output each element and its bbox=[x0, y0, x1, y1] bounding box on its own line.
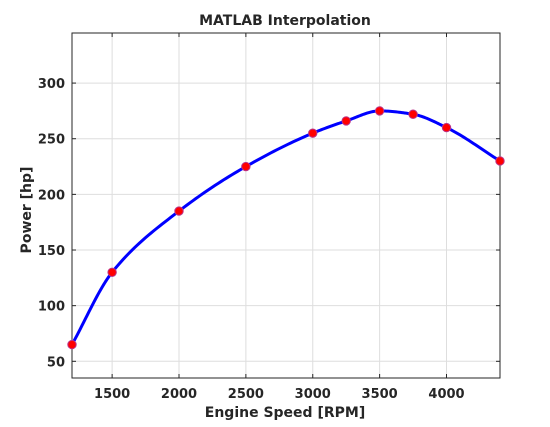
data-point bbox=[308, 128, 318, 138]
data-point bbox=[341, 116, 351, 126]
ticks bbox=[72, 33, 500, 378]
y-tick-label: 100 bbox=[38, 300, 65, 315]
tick-labels: 1500 2000 2500 3000 3500 4000 50 100 150 200 250 30… bbox=[38, 77, 465, 402]
plot-area bbox=[71, 32, 501, 379]
data-markers bbox=[67, 106, 505, 350]
grid bbox=[72, 33, 500, 378]
chart-title: MATLAB Interpolation bbox=[199, 13, 371, 29]
data-point bbox=[67, 339, 77, 350]
y-tick-label: 300 bbox=[38, 77, 65, 92]
y-axis-label: Power [hp] bbox=[19, 167, 35, 254]
y-tick-label: 200 bbox=[38, 188, 65, 203]
data-point bbox=[374, 106, 385, 116]
y-tick-label: 50 bbox=[47, 355, 65, 370]
data-point bbox=[441, 122, 452, 133]
y-tick-label: 250 bbox=[38, 133, 65, 148]
x-tick-label: 3000 bbox=[295, 387, 331, 402]
data-point bbox=[174, 206, 184, 216]
interpolated-curve bbox=[70, 109, 502, 347]
x-tick-label: 4000 bbox=[428, 387, 464, 402]
data-point bbox=[495, 156, 505, 166]
data-point bbox=[241, 161, 251, 172]
data-point bbox=[408, 109, 418, 119]
x-tick-label: 1500 bbox=[94, 387, 130, 402]
x-tick-label: 2000 bbox=[161, 387, 197, 402]
data-point bbox=[107, 267, 117, 277]
x-tick-label: 2500 bbox=[228, 387, 264, 402]
x-tick-label: 3500 bbox=[362, 387, 398, 402]
x-axis-label: Engine Speed [RPM] bbox=[205, 405, 365, 421]
y-tick-label: 150 bbox=[38, 244, 65, 259]
